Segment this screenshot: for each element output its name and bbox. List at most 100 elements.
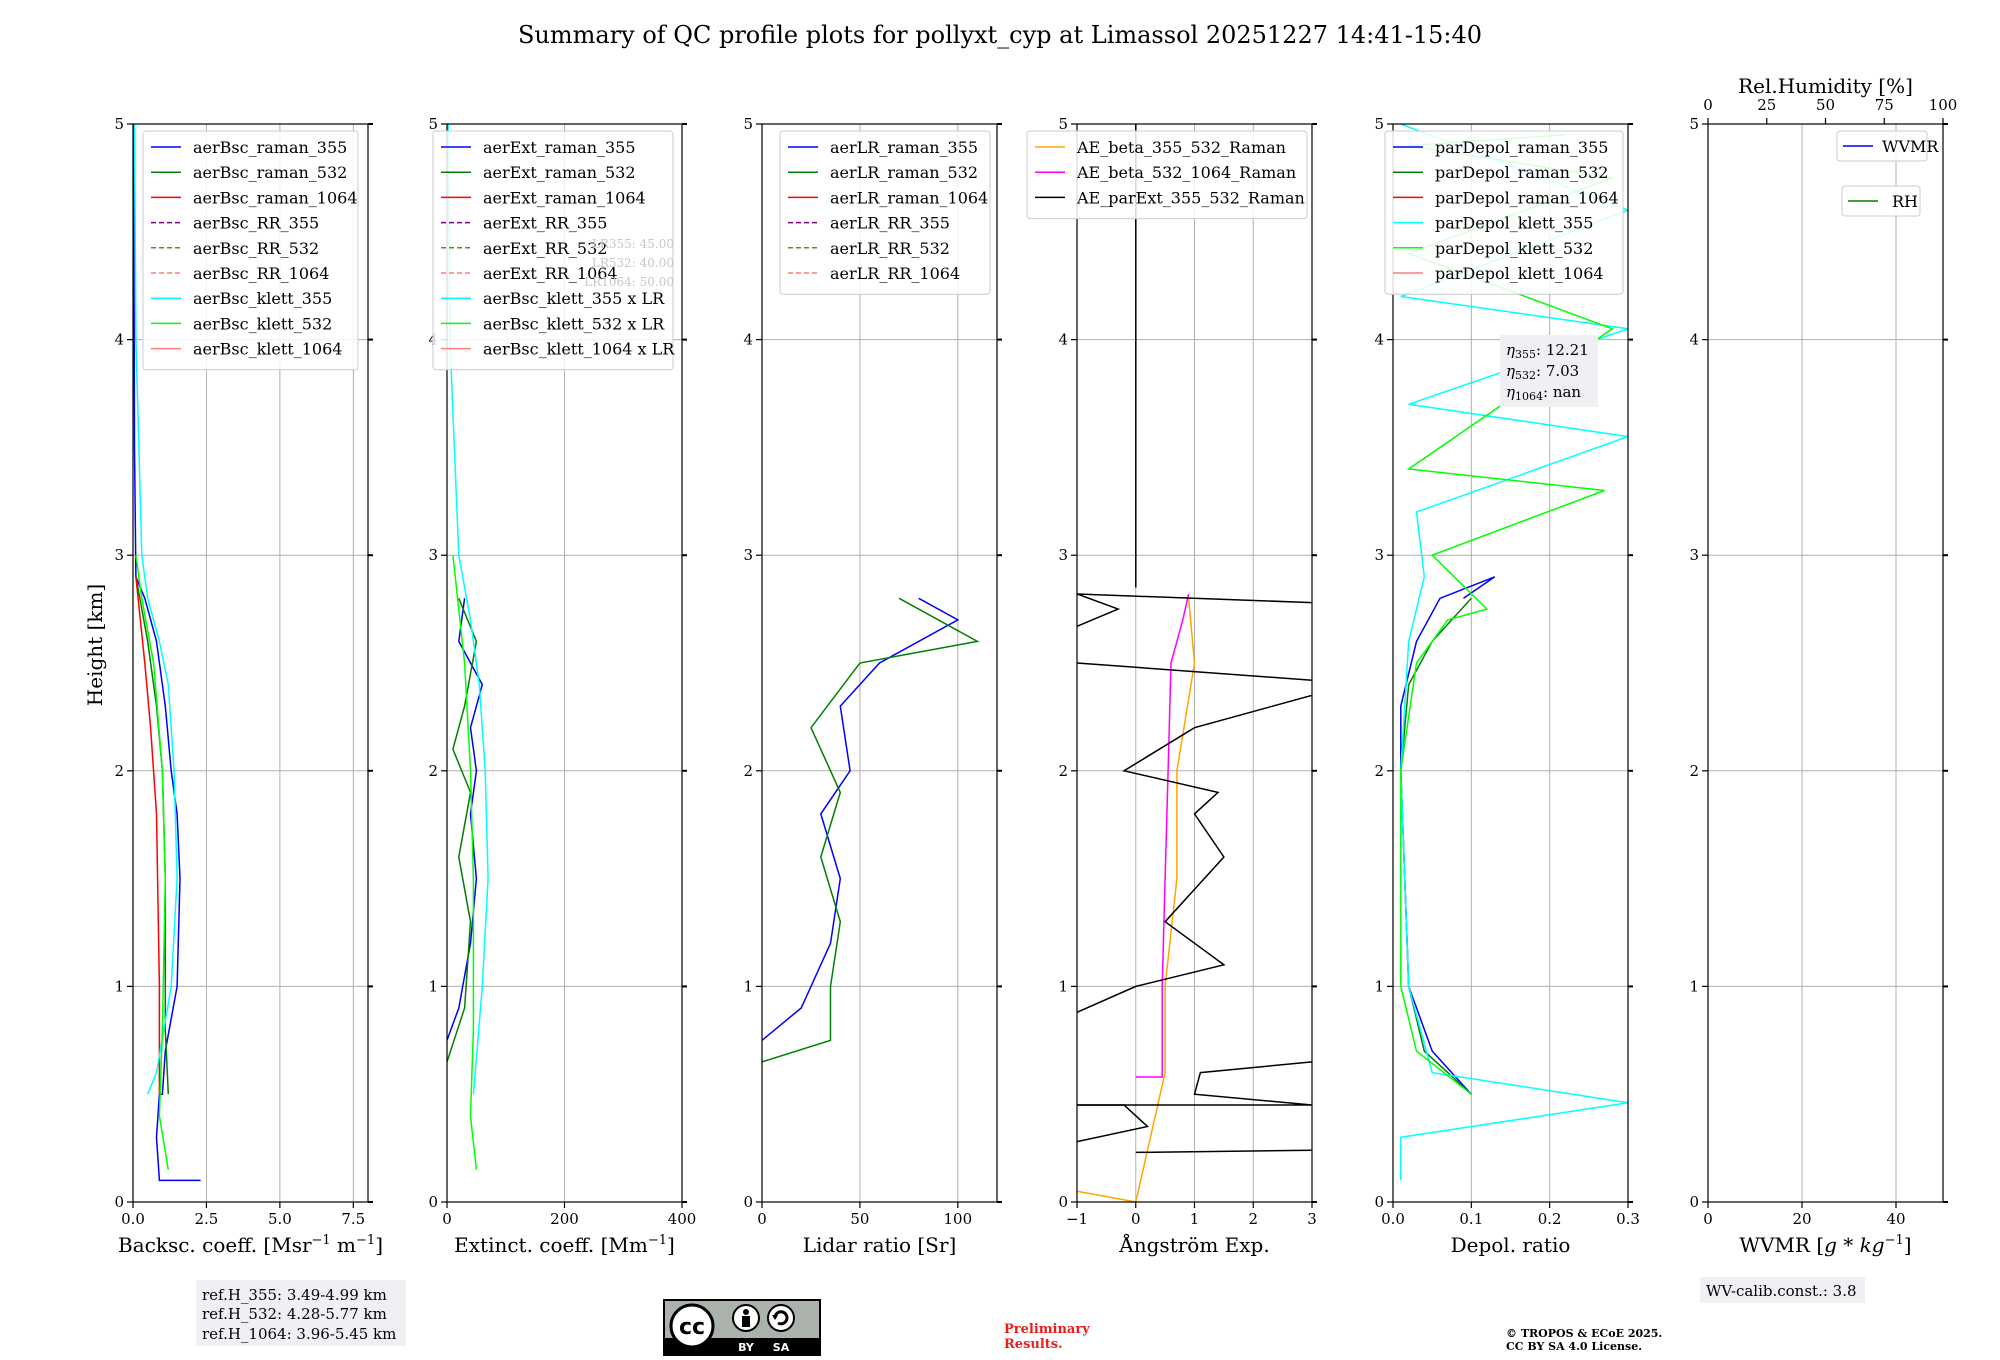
legend-label: AE_beta_532_1064_Raman bbox=[1076, 163, 1296, 182]
y-tick-label: 3 bbox=[743, 546, 753, 564]
y-tick-label: 0 bbox=[428, 1193, 438, 1211]
series-line-aerBsc_klett_355 bbox=[133, 124, 178, 1095]
x-tick-label: 2.5 bbox=[195, 1210, 219, 1228]
series-line-parDepol_raman_532 bbox=[1400, 597, 1472, 1095]
y-tick-label: 4 bbox=[1689, 331, 1699, 349]
legend-label: aerBsc_RR_1064 bbox=[193, 264, 329, 283]
legend-label: WVMR bbox=[1882, 137, 1939, 156]
copyright-line2: CC BY SA 4.0 License. bbox=[1506, 1340, 1642, 1353]
axes-frame bbox=[132, 123, 369, 1203]
lidar-ratio-annotation: LR532: 40.00 bbox=[592, 256, 674, 270]
axes-frame bbox=[761, 123, 998, 1203]
legend-label: aerBsc_raman_1064 bbox=[193, 188, 358, 207]
panel-bsc: 0.0 2.5 5.0 7.5 0 1 2 3 4 5 Backsc. coeff. [Msr−1 … bbox=[114, 115, 383, 1257]
y-tick-label: 0 bbox=[1058, 1193, 1068, 1211]
legend-label: aerExt_raman_355 bbox=[483, 138, 636, 157]
ref-height-1064: ref.H_1064: 3.96-5.45 km bbox=[202, 1325, 396, 1343]
legend-label: parDepol_raman_355 bbox=[1435, 138, 1608, 157]
lidar-ratio-annotation: LR1064: 50.00 bbox=[584, 275, 674, 289]
panel-depol: 0.0 0.1 0.2 0.3 0 1 2 3 4 5 Depol. ratio parDepol_r… bbox=[1374, 115, 1639, 1257]
legend-label: aerBsc_raman_532 bbox=[193, 163, 347, 182]
legend: aerExt_raman_355 aerExt_raman_532 aerExt_r… bbox=[432, 130, 675, 371]
top-x-tick-label: 100 bbox=[1929, 96, 1958, 114]
legend-label: aerExt_RR_1064 bbox=[483, 264, 618, 283]
y-tick-label: 2 bbox=[1689, 762, 1699, 780]
x-axis-label: Lidar ratio [Sr] bbox=[803, 1233, 957, 1257]
eta-355: η355: 12.21 bbox=[1506, 341, 1589, 361]
copyright-line1: © TROPOS & ECoE 2025. bbox=[1506, 1327, 1662, 1340]
top-x-axis-label: Rel.Humidity [%] bbox=[1738, 74, 1913, 98]
x-axis-label: Extinct. coeff. [Mm−1] bbox=[454, 1233, 675, 1257]
legend-label: aerExt_RR_532 bbox=[483, 239, 607, 258]
legend-label: aerBsc_klett_1064 x LR bbox=[483, 340, 675, 359]
y-tick-label: 1 bbox=[428, 977, 438, 995]
wv-calib-box: WV-calib.const.: 3.8 bbox=[1700, 1277, 1865, 1303]
legend: WVMR bbox=[1836, 130, 1939, 162]
panel-wv: 0 20 40 0 1 2 3 4 5 WVMR [g * kg−1] 0 25 50 75 100 Rel.… bbox=[1689, 74, 1957, 1257]
x-tick-label: 2 bbox=[1248, 1210, 1258, 1228]
x-tick-label: 20 bbox=[1792, 1210, 1811, 1228]
x-tick-label: 0.0 bbox=[121, 1210, 145, 1228]
y-tick-label: 5 bbox=[1374, 115, 1384, 133]
x-tick-label: 50 bbox=[850, 1210, 869, 1228]
legend-label: aerLR_RR_1064 bbox=[830, 264, 960, 283]
top-x-tick-label: 50 bbox=[1816, 96, 1835, 114]
eta-1064: η1064: nan bbox=[1506, 383, 1581, 403]
legend-label: parDepol_klett_355 bbox=[1435, 214, 1593, 233]
legend-label: aerLR_raman_355 bbox=[830, 138, 978, 157]
series-line-AE_beta_532_1064_Raman bbox=[1135, 593, 1190, 1078]
y-tick-label: 1 bbox=[114, 977, 124, 995]
y-axis-label: Height [km] bbox=[83, 584, 107, 706]
y-tick-label: 1 bbox=[1689, 977, 1699, 995]
x-axis-label: Backsc. coeff. [Msr−1 m−1] bbox=[118, 1233, 383, 1257]
series-line-aerBsc_klett_532 bbox=[135, 555, 170, 1170]
legend-label: AE_beta_355_532_Raman bbox=[1076, 138, 1286, 157]
series-line-AE_beta_355_532_Raman bbox=[1077, 598, 1196, 1202]
legend-label: aerExt_raman_532 bbox=[483, 163, 636, 182]
legend: parDepol_raman_355 parDepol_raman_532 parD… bbox=[1384, 130, 1624, 295]
x-tick-label: 0.2 bbox=[1538, 1210, 1562, 1228]
sa-label: SA bbox=[773, 1341, 790, 1354]
y-tick-label: 4 bbox=[114, 331, 124, 349]
x-axis-label: Depol. ratio bbox=[1451, 1233, 1571, 1257]
series-line-AE_parExt_segment_2 bbox=[1077, 662, 1312, 681]
legend-label: parDepol_raman_1064 bbox=[1435, 188, 1619, 207]
legend-label: RH bbox=[1892, 192, 1918, 211]
cc-logo-text: cc bbox=[679, 1315, 705, 1340]
x-tick-label: 1 bbox=[1190, 1210, 1200, 1228]
y-tick-label: 3 bbox=[1689, 546, 1699, 564]
x-tick-label: 100 bbox=[944, 1210, 973, 1228]
top-x-tick-label: 75 bbox=[1875, 96, 1894, 114]
legend-label: parDepol_klett_1064 bbox=[1435, 264, 1604, 283]
panels: 0.0 2.5 5.0 7.5 0 1 2 3 4 5 Backsc. coeff. [Msr−1 … bbox=[114, 74, 1957, 1257]
y-tick-label: 1 bbox=[743, 977, 753, 995]
y-tick-label: 0 bbox=[743, 1193, 753, 1211]
y-tick-label: 2 bbox=[743, 762, 753, 780]
ref-height-532: ref.H_532: 4.28-5.77 km bbox=[202, 1305, 387, 1323]
series-line-AE_parExt_355_532_Raman bbox=[1077, 694, 1312, 1013]
legend-label: aerLR_RR_355 bbox=[830, 214, 950, 233]
x-axis-label: Ångström Exp. bbox=[1118, 1232, 1269, 1257]
y-tick-label: 3 bbox=[428, 546, 438, 564]
series-line-AE_parExt_segment_6 bbox=[1135, 1149, 1312, 1154]
x-tick-label: 0 bbox=[442, 1210, 452, 1228]
legend-label: parDepol_raman_532 bbox=[1435, 163, 1608, 182]
ref-height-box: ref.H_355: 3.49-4.99 km ref.H_532: 4.28-… bbox=[196, 1280, 406, 1346]
series-group bbox=[762, 597, 980, 1063]
x-axis-label: WVMR [g * kg−1] bbox=[1739, 1233, 1911, 1257]
x-tick-label: 0.3 bbox=[1616, 1210, 1640, 1228]
series-line-aerLR_raman_532 bbox=[762, 597, 980, 1063]
y-tick-label: 1 bbox=[1058, 977, 1068, 995]
series-line-AE_parExt_segment_5 bbox=[1077, 1104, 1150, 1143]
y-tick-label: 0 bbox=[1689, 1193, 1699, 1211]
y-tick-label: 5 bbox=[1058, 115, 1068, 133]
x-tick-label: 3 bbox=[1307, 1210, 1317, 1228]
legend: aerBsc_raman_355 aerBsc_raman_532 aerBsc_r… bbox=[142, 130, 359, 371]
cc-logo-icon bbox=[669, 1303, 715, 1349]
y-tick-label: 4 bbox=[743, 331, 753, 349]
y-tick-label: 2 bbox=[428, 762, 438, 780]
series-line-aerBsc_raman_1064 bbox=[135, 576, 161, 1095]
top-x-tick-label: 25 bbox=[1757, 96, 1776, 114]
y-tick-label: 0 bbox=[114, 1193, 124, 1211]
